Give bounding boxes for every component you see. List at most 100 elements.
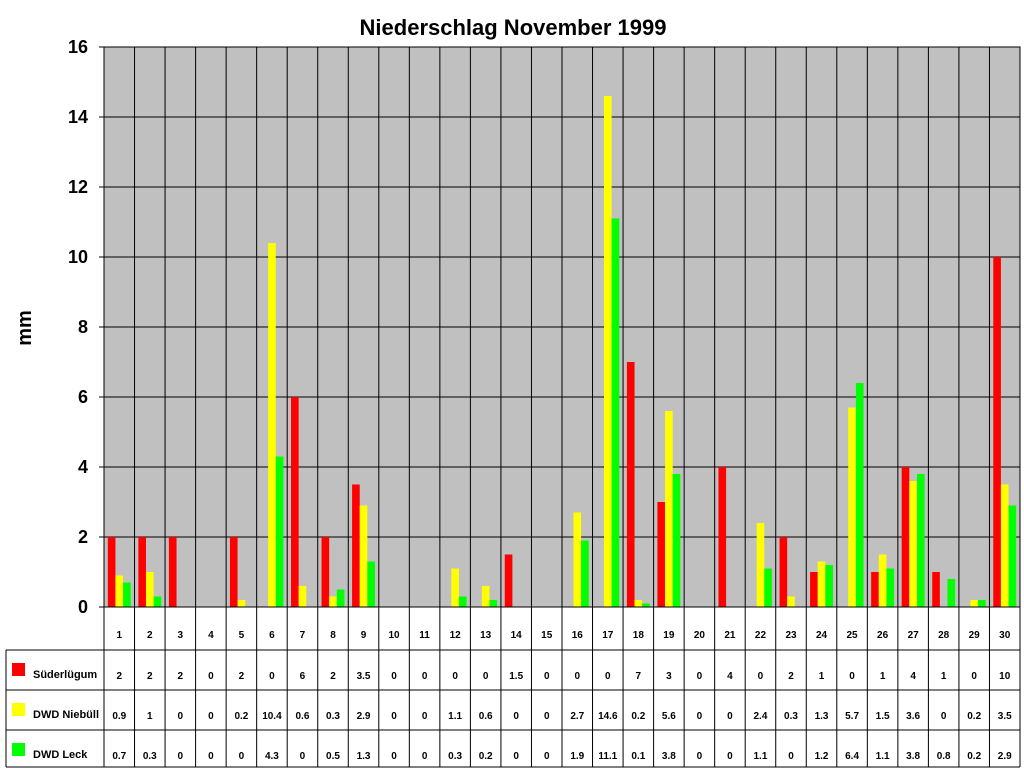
data-label: 10.4 (262, 711, 282, 722)
data-label: 0 (422, 671, 428, 682)
bar-2 (298, 586, 307, 607)
data-label: 0.2 (479, 751, 493, 762)
data-label: 6.4 (845, 751, 859, 762)
data-label: 0 (422, 751, 428, 762)
bar-2 (237, 600, 246, 607)
data-label: 0.2 (967, 711, 981, 722)
data-label: 0 (483, 671, 489, 682)
data-label: 5.6 (662, 711, 676, 722)
data-label: 3.5 (357, 671, 371, 682)
y-tick-label: 6 (78, 387, 88, 407)
data-label: 2.7 (570, 711, 584, 722)
x-tick-label: 22 (755, 630, 767, 641)
data-label: 2 (116, 671, 122, 682)
data-label: 2 (788, 671, 794, 682)
chart-title: Niederschlag November 1999 (360, 15, 667, 40)
x-tick-label: 19 (663, 630, 675, 641)
x-tick-label: 16 (572, 630, 584, 641)
data-label: 7 (636, 671, 642, 682)
data-label: 1 (147, 711, 153, 722)
bar-1 (291, 397, 299, 607)
x-tick-label: 8 (330, 630, 336, 641)
bar-3 (489, 600, 498, 607)
bar-2 (909, 481, 917, 607)
x-tick-label: 17 (602, 630, 614, 641)
data-label: 6 (300, 671, 306, 682)
bar-3 (275, 456, 284, 607)
data-label: 0.8 (937, 751, 951, 762)
x-tick-label: 11 (419, 630, 430, 641)
x-tick-label: 3 (178, 630, 184, 641)
data-label: 1.5 (876, 711, 890, 722)
x-tick-label: 21 (724, 630, 736, 641)
bar-1 (138, 537, 146, 607)
data-label: 0 (727, 711, 733, 722)
bar-1 (168, 537, 177, 607)
data-label: 0 (697, 711, 703, 722)
x-tick-label: 10 (389, 630, 401, 641)
bar-1 (504, 554, 513, 607)
bar-2 (787, 596, 795, 607)
data-label: 2.9 (357, 711, 371, 722)
bar-2 (756, 523, 765, 607)
bar-2 (817, 561, 826, 607)
legend-swatch-1 (12, 663, 25, 676)
bar-1 (657, 502, 666, 607)
x-tick-label: 26 (877, 630, 889, 641)
bar-3 (458, 596, 467, 607)
data-label: 4.3 (265, 751, 279, 762)
x-tick-label: 12 (450, 630, 462, 641)
x-tick-label: 14 (511, 630, 523, 641)
bar-2 (268, 243, 276, 607)
data-label: 0.2 (234, 711, 248, 722)
bar-3 (123, 582, 131, 607)
bar-2 (848, 407, 856, 607)
bar-1 (810, 572, 818, 607)
bar-3 (367, 561, 375, 607)
data-label: 5.7 (845, 711, 859, 722)
data-label: 0 (239, 751, 245, 762)
data-label: 0 (574, 671, 580, 682)
data-label: 1.2 (815, 751, 829, 762)
data-table: 1 2 3 4 5 6 7 8 9 10 11 12 13 14 15 16 17 18 19 20 21 22 23 24 2… (5, 606, 1021, 768)
y-tick-label: 8 (78, 317, 88, 337)
data-label: 1.1 (448, 711, 462, 722)
x-tick-label: 9 (361, 630, 367, 641)
bar-2 (603, 96, 612, 607)
data-label: 2 (147, 671, 153, 682)
data-label: 2 (239, 671, 245, 682)
data-label: 1.3 (357, 751, 371, 762)
legend-swatch-3 (12, 743, 25, 756)
bar-1 (718, 467, 727, 607)
data-label: 0 (727, 751, 733, 762)
x-tick-label: 27 (908, 630, 920, 641)
bar-3 (581, 540, 589, 607)
x-tick-label: 5 (239, 630, 245, 641)
data-label: 0 (391, 711, 397, 722)
data-label: 0.1 (631, 751, 645, 762)
bar-3 (855, 383, 864, 607)
data-label: 0 (391, 751, 397, 762)
legend-label: DWD Leck (33, 749, 88, 761)
x-tick-label: 20 (694, 630, 706, 641)
data-label: 0 (300, 751, 306, 762)
bar-1 (321, 537, 330, 607)
bar-2 (115, 575, 124, 607)
bar-3 (916, 474, 925, 607)
data-label: 0 (178, 711, 184, 722)
bar-3 (886, 568, 895, 607)
bar-2 (145, 572, 154, 607)
bar-1 (901, 467, 910, 607)
bar-1 (107, 537, 116, 607)
bar-1 (932, 572, 940, 607)
data-label: 14.6 (598, 711, 618, 722)
legend-label: DWD Niebüll (33, 709, 99, 721)
bar-3 (336, 589, 345, 607)
data-label: 0 (697, 671, 703, 682)
bar-2 (573, 512, 582, 607)
x-tick-label: 25 (847, 630, 859, 641)
y-axis-label: mm (14, 310, 36, 346)
data-label: 2.4 (754, 711, 768, 722)
data-label: 0 (269, 671, 275, 682)
data-label: 3.8 (662, 751, 676, 762)
